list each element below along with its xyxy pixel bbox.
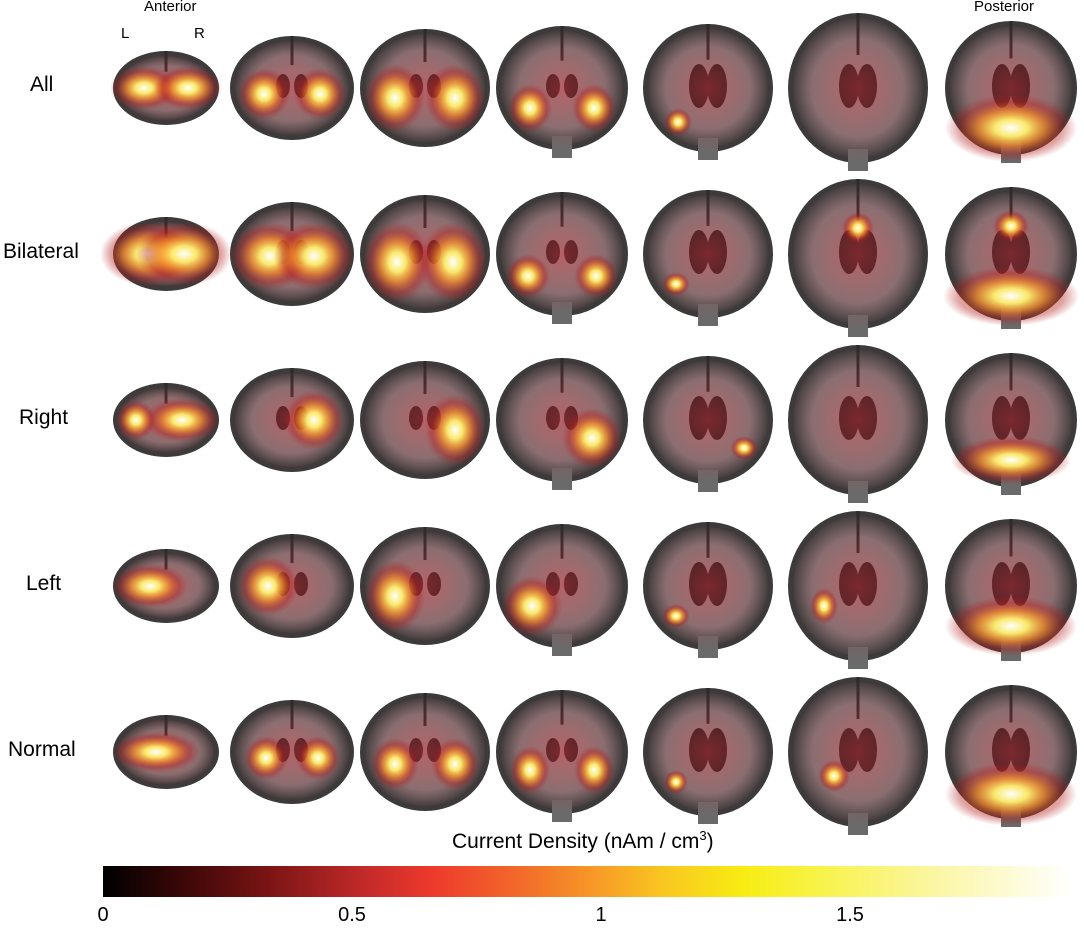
activation-hotspot: [365, 64, 425, 132]
colorbar-tick-0: 0: [97, 904, 109, 926]
row-label-right: Right: [19, 406, 69, 429]
activation-hotspot: [945, 94, 1077, 162]
activation-hotspot: [274, 222, 354, 290]
activation-hotspot: [425, 64, 485, 132]
colorbar-tick-1-5: 1.5: [836, 904, 864, 926]
activation-hotspot: [945, 762, 1077, 826]
row-label-normal: Normal: [8, 738, 76, 761]
activation-hotspot: [136, 222, 232, 286]
brain-slice: [788, 179, 928, 337]
activation-hotspot: [664, 770, 688, 794]
activation-hotspot: [842, 212, 874, 244]
anterior-label: Anterior: [144, 0, 197, 15]
brain-slice: [788, 13, 928, 171]
brain-slice: [643, 522, 773, 658]
activation-hotspot: [296, 736, 340, 780]
colorbar-tick-1: 1: [595, 904, 607, 926]
activation-hotspot: [112, 564, 188, 608]
activation-hotspot: [363, 222, 431, 302]
colorbar-tick-0-5: 0.5: [338, 904, 366, 926]
activation-hotspot: [574, 746, 614, 794]
brain-slice: [496, 524, 628, 656]
activation-hotspot: [284, 390, 344, 450]
activation-hotspot: [662, 272, 690, 296]
colorbar: [103, 866, 1073, 897]
activation-hotspot: [238, 556, 298, 616]
posterior-label: Posterior: [974, 0, 1035, 15]
activation-hotspot: [431, 738, 479, 790]
activation-hotspot: [244, 736, 288, 780]
brain-slice: [788, 677, 928, 835]
activation-hotspot: [154, 66, 222, 110]
activation-hotspot: [662, 604, 690, 628]
brain-slice: [643, 190, 773, 326]
activation-hotspot: [506, 254, 550, 298]
brain-slice: [643, 24, 773, 160]
activation-hotspot: [371, 738, 419, 790]
activation-hotspot: [425, 394, 485, 466]
activation-hotspot: [993, 210, 1029, 242]
activation-hotspot: [730, 436, 758, 460]
activation-hotspot: [572, 84, 616, 132]
brain-slice: [643, 688, 773, 824]
brain-slice-grid: [100, 13, 1079, 835]
activation-hotspot: [294, 68, 346, 120]
activation-hotspot: [365, 560, 425, 632]
activation-hotspot: [419, 222, 487, 302]
activation-hotspot: [510, 746, 550, 794]
activation-hotspot: [943, 266, 1079, 326]
brain-slice: [788, 511, 928, 669]
activation-hotspot: [144, 398, 220, 442]
colorbar-title: Current Density (nAm / cm3): [452, 828, 714, 853]
activation-hotspot: [945, 596, 1077, 656]
activation-hotspot: [951, 436, 1071, 484]
brain-slice: [788, 345, 928, 503]
row-label-all: All: [30, 73, 54, 96]
activation-hotspot: [112, 732, 200, 772]
activation-hotspot: [664, 108, 692, 136]
activation-hotspot: [810, 588, 838, 624]
activation-hotspot: [502, 576, 562, 636]
brain-slice: [643, 356, 773, 492]
activation-hotspot: [116, 400, 156, 440]
row-label-bilateral: Bilateral: [3, 240, 79, 263]
activation-hotspot: [562, 408, 622, 468]
activation-hotspot: [574, 254, 618, 298]
row-label-left: Left: [26, 572, 62, 595]
right-hemisphere-label: R: [194, 25, 205, 42]
activation-hotspot: [508, 84, 552, 132]
left-hemisphere-label: L: [121, 25, 130, 42]
activation-hotspot: [238, 68, 290, 120]
activation-hotspot: [818, 760, 850, 792]
